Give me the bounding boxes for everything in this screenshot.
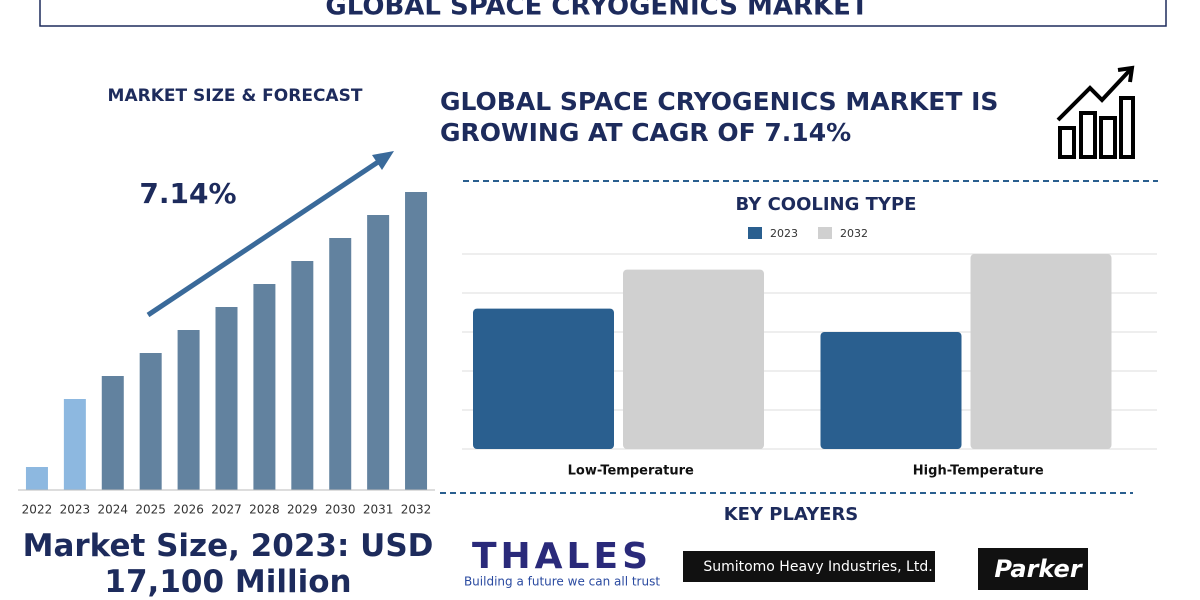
bar <box>405 192 428 490</box>
bar <box>25 467 48 490</box>
bar <box>291 261 314 490</box>
bar <box>329 238 352 490</box>
bar <box>101 376 124 490</box>
bar <box>215 307 238 490</box>
annotation: 7.14% <box>139 177 236 210</box>
bar <box>623 269 764 449</box>
x-tick-label: 2028 <box>249 503 280 517</box>
section-title: KEY PLAYERS <box>724 504 859 525</box>
logo-box <box>978 548 1088 590</box>
bar <box>253 284 276 490</box>
chart-title: BY COOLING TYPE <box>736 194 917 215</box>
logo-box <box>683 551 935 582</box>
x-tick-label: 2027 <box>211 503 242 517</box>
trend-arrow <box>146 155 386 318</box>
logo-parker: Parker <box>994 555 1083 583</box>
legend-swatch <box>818 227 832 239</box>
x-tick-label: Low-Temperature <box>568 464 694 479</box>
bar <box>63 399 86 490</box>
logo-thales: THALES <box>472 536 652 577</box>
bar <box>970 254 1112 449</box>
x-tick-label: 2026 <box>173 503 204 517</box>
growth-icon <box>1056 65 1135 159</box>
bar <box>367 215 390 490</box>
x-tick-label: 2030 <box>325 503 356 517</box>
legend-label: 2032 <box>840 227 868 240</box>
bar <box>820 332 962 449</box>
legend-label: 2023 <box>770 227 798 240</box>
x-tick-label: 2022 <box>22 503 53 517</box>
x-tick-label: 2029 <box>287 503 318 517</box>
bar <box>177 330 200 490</box>
title-box <box>39 0 1167 27</box>
market-size: Market Size, 2023: USD 17,100 Million <box>22 528 434 600</box>
legend-swatch <box>748 227 762 239</box>
x-tick-label: 2023 <box>60 503 91 517</box>
x-tick-label: 2031 <box>363 503 394 517</box>
chart-title: MARKET SIZE & FORECAST <box>108 86 363 106</box>
logo-sumitomo: Sumitomo Heavy Industries, Ltd. <box>703 559 932 575</box>
x-tick-label: 2025 <box>135 503 166 517</box>
bar <box>139 353 162 490</box>
headline: GLOBAL SPACE CRYOGENICS MARKET IS GROWIN… <box>440 87 999 147</box>
arrow-head <box>372 151 394 170</box>
logo-tagline: Building a future we can all trust <box>464 575 660 589</box>
x-tick-label: High-Temperature <box>913 464 1044 479</box>
bar <box>473 308 614 449</box>
page-title: GLOBAL SPACE CRYOGENICS MARKET <box>325 0 869 22</box>
x-tick-label: 2024 <box>97 503 128 517</box>
x-tick-label: 2032 <box>401 503 432 517</box>
